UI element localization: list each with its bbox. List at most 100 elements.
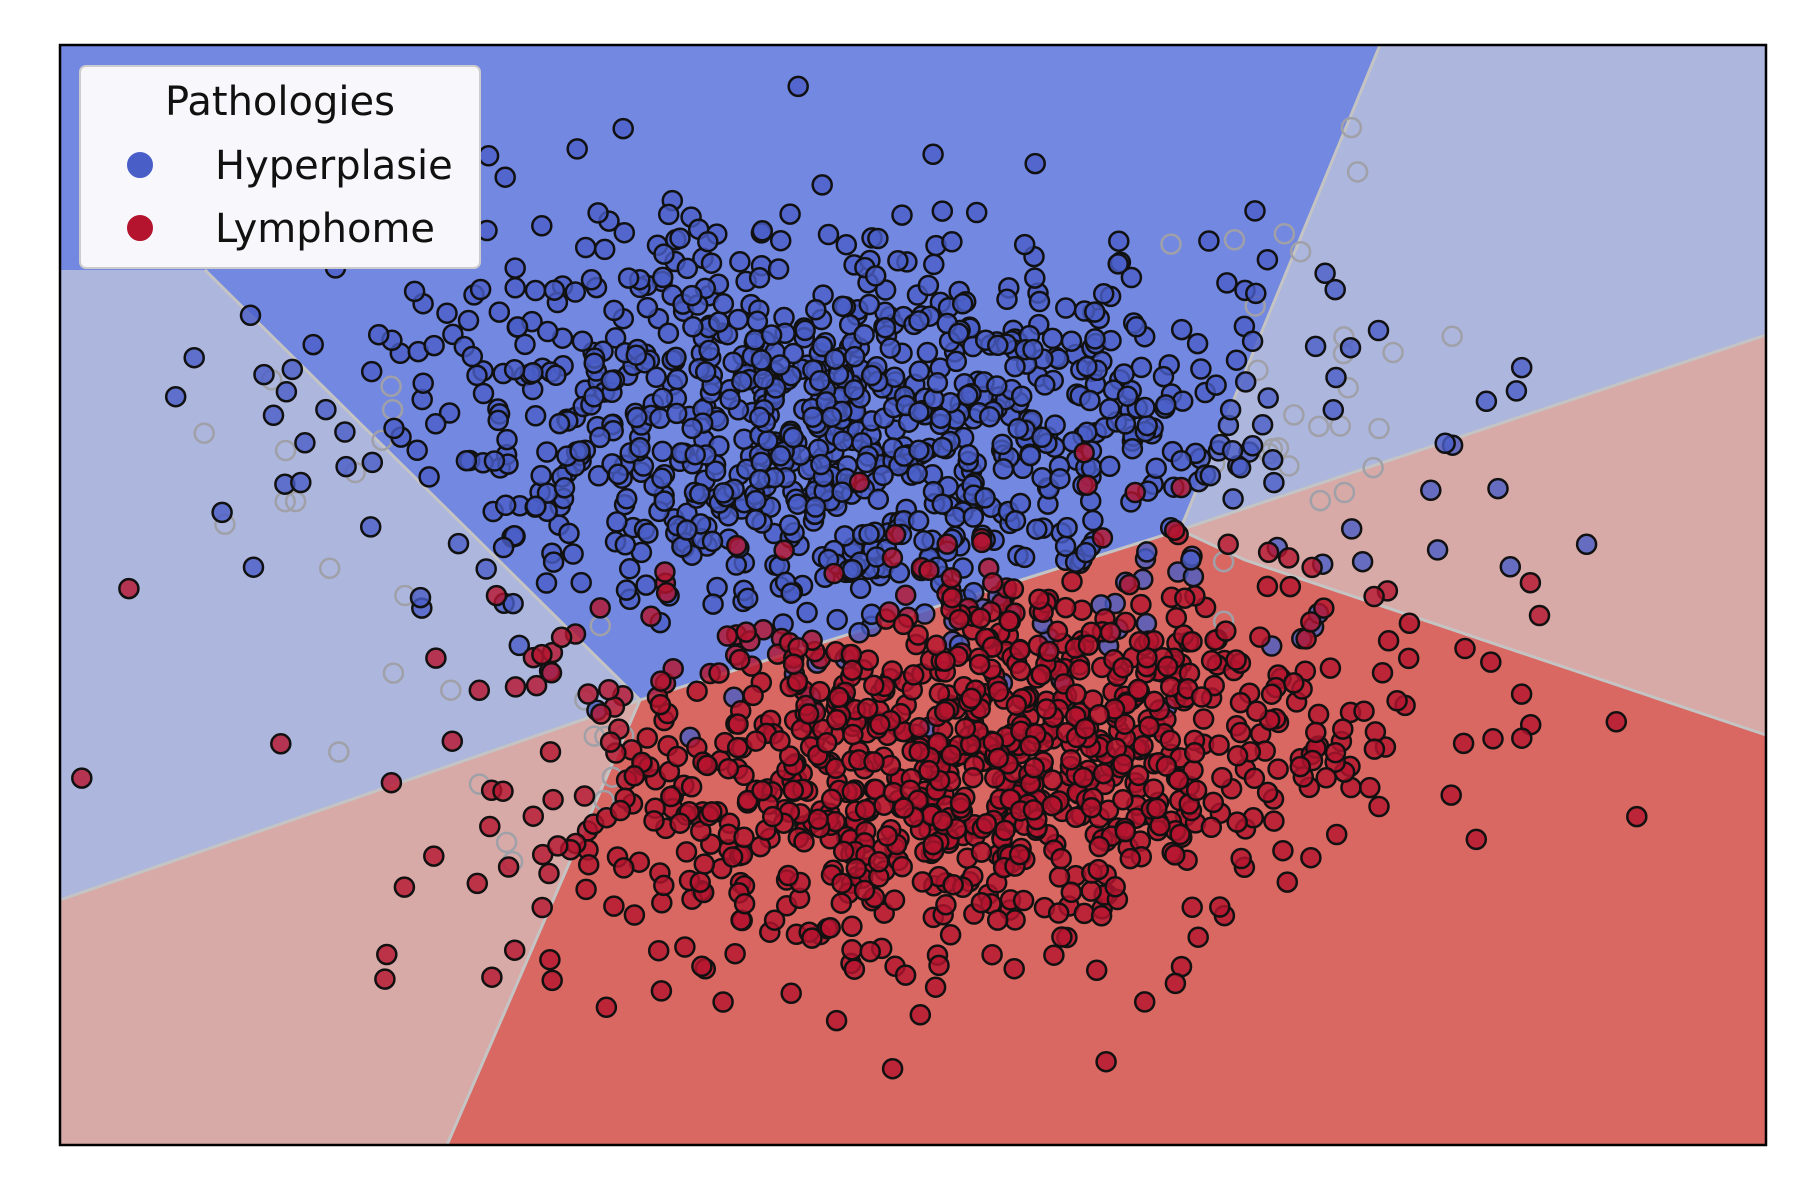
data-point-hyperplasie	[558, 522, 580, 545]
data-point-hyperplasie	[335, 455, 357, 478]
data-point-lymphome	[1187, 926, 1209, 948]
data-point-hyperplasie	[477, 145, 500, 167]
data-point-lymphome	[575, 878, 597, 901]
data-point-lymphome	[878, 601, 900, 623]
data-point-lymphome	[1243, 767, 1266, 790]
data-point-hyperplasie	[991, 433, 1013, 456]
data-point-lymphome	[1130, 593, 1152, 616]
data-point-hyperplasie	[183, 346, 205, 369]
data-point-hyperplasie	[1092, 283, 1115, 305]
data-point-lymphome	[1230, 847, 1252, 870]
outlier-point	[1289, 240, 1312, 263]
data-point-hyperplasie	[796, 601, 818, 624]
data-point-hyperplasie	[651, 467, 673, 490]
data-point-hyperplasie	[698, 339, 720, 362]
data-point-lymphome	[934, 650, 956, 672]
data-point-hyperplasie	[1026, 518, 1048, 540]
data-point-lymphome	[380, 771, 403, 794]
outlier-point	[440, 679, 462, 701]
outlier-point	[1309, 489, 1332, 512]
data-point-hyperplasie	[767, 258, 790, 280]
data-point-lymphome	[1080, 880, 1102, 902]
data-point-hyperplasie	[941, 231, 963, 253]
data-point-lymphome	[736, 789, 759, 812]
data-point-hyperplasie	[848, 622, 870, 644]
data-point-hyperplasie	[879, 337, 902, 359]
data-point-lymphome	[525, 674, 548, 697]
data-point-hyperplasie	[524, 279, 547, 302]
data-point-hyperplasie	[701, 530, 724, 553]
data-point-hyperplasie	[536, 320, 559, 343]
outlier-point	[1340, 116, 1363, 139]
data-point-hyperplasie	[986, 375, 1008, 397]
outlier-point	[1346, 161, 1369, 183]
data-point-lymphome	[908, 716, 930, 739]
legend-title: Pathologies	[165, 79, 395, 125]
data-point-hyperplasie	[1055, 297, 1077, 319]
data-point-lymphome	[1065, 683, 1087, 705]
data-point-hyperplasie	[736, 587, 759, 610]
data-point-hyperplasie	[1325, 366, 1347, 389]
data-point-hyperplasie	[676, 257, 699, 280]
data-point-lymphome	[902, 664, 925, 686]
data-point-hyperplasie	[1251, 414, 1274, 436]
data-point-hyperplasie	[700, 252, 723, 274]
data-point-hyperplasie	[1229, 457, 1252, 479]
data-point-hyperplasie	[637, 522, 659, 544]
data-point-lymphome	[650, 980, 673, 1002]
data-point-hyperplasie	[697, 230, 719, 253]
data-point-hyperplasie	[1056, 516, 1078, 539]
data-point-hyperplasie	[603, 299, 625, 322]
data-point-lymphome	[1313, 597, 1335, 619]
data-point-hyperplasie	[580, 269, 603, 291]
data-point-lymphome	[590, 703, 612, 725]
data-point-hyperplasie	[492, 536, 515, 559]
data-point-hyperplasie	[1145, 457, 1167, 479]
data-point-lymphome	[1028, 588, 1050, 610]
data-point-lymphome	[863, 751, 885, 773]
data-point-hyperplasie	[253, 363, 275, 386]
data-point-hyperplasie	[536, 441, 558, 463]
region-lymphome-light-right	[1180, 335, 1766, 735]
data-point-hyperplasie	[614, 534, 637, 556]
legend-label-lymphome: Lymphome	[215, 206, 435, 252]
data-point-lymphome	[962, 766, 984, 789]
data-point-lymphome	[1087, 858, 1110, 881]
data-point-lymphome	[1155, 755, 1178, 777]
data-point-hyperplasie	[769, 229, 792, 252]
data-point-lymphome	[492, 780, 514, 802]
data-point-hyperplasie	[488, 301, 511, 323]
data-point-lymphome	[780, 982, 802, 1005]
data-point-lymphome	[1174, 587, 1196, 609]
data-point-lymphome	[986, 909, 1009, 931]
data-point-lymphome	[948, 608, 970, 631]
data-point-hyperplasie	[617, 267, 640, 289]
data-point-hyperplasie	[811, 335, 834, 358]
data-point-lymphome	[987, 747, 1009, 769]
data-point-lymphome	[971, 531, 993, 554]
data-point-hyperplasie	[496, 428, 518, 451]
data-point-lymphome	[763, 909, 786, 931]
data-point-hyperplasie	[290, 471, 312, 494]
data-point-hyperplasie	[1013, 233, 1036, 256]
data-point-hyperplasie	[908, 439, 930, 461]
data-point-lymphome	[1440, 784, 1462, 806]
data-point-hyperplasie	[843, 345, 866, 368]
data-point-hyperplasie	[978, 405, 1001, 428]
data-point-hyperplasie	[242, 556, 265, 578]
data-point-hyperplasie	[503, 358, 526, 381]
data-point-hyperplasie	[681, 417, 703, 440]
data-point-lymphome	[1138, 715, 1160, 738]
data-point-lymphome	[724, 942, 746, 965]
data-point-hyperplasie	[262, 404, 285, 427]
data-point-hyperplasie	[916, 341, 939, 364]
data-point-hyperplasie	[211, 501, 233, 524]
data-point-lymphome	[726, 534, 748, 557]
data-point-lymphome	[863, 674, 885, 697]
data-point-hyperplasie	[751, 220, 774, 242]
data-point-hyperplasie	[778, 514, 801, 536]
outlier-point	[495, 831, 518, 854]
data-point-hyperplasie	[996, 288, 1018, 311]
data-point-hyperplasie	[1245, 282, 1267, 305]
